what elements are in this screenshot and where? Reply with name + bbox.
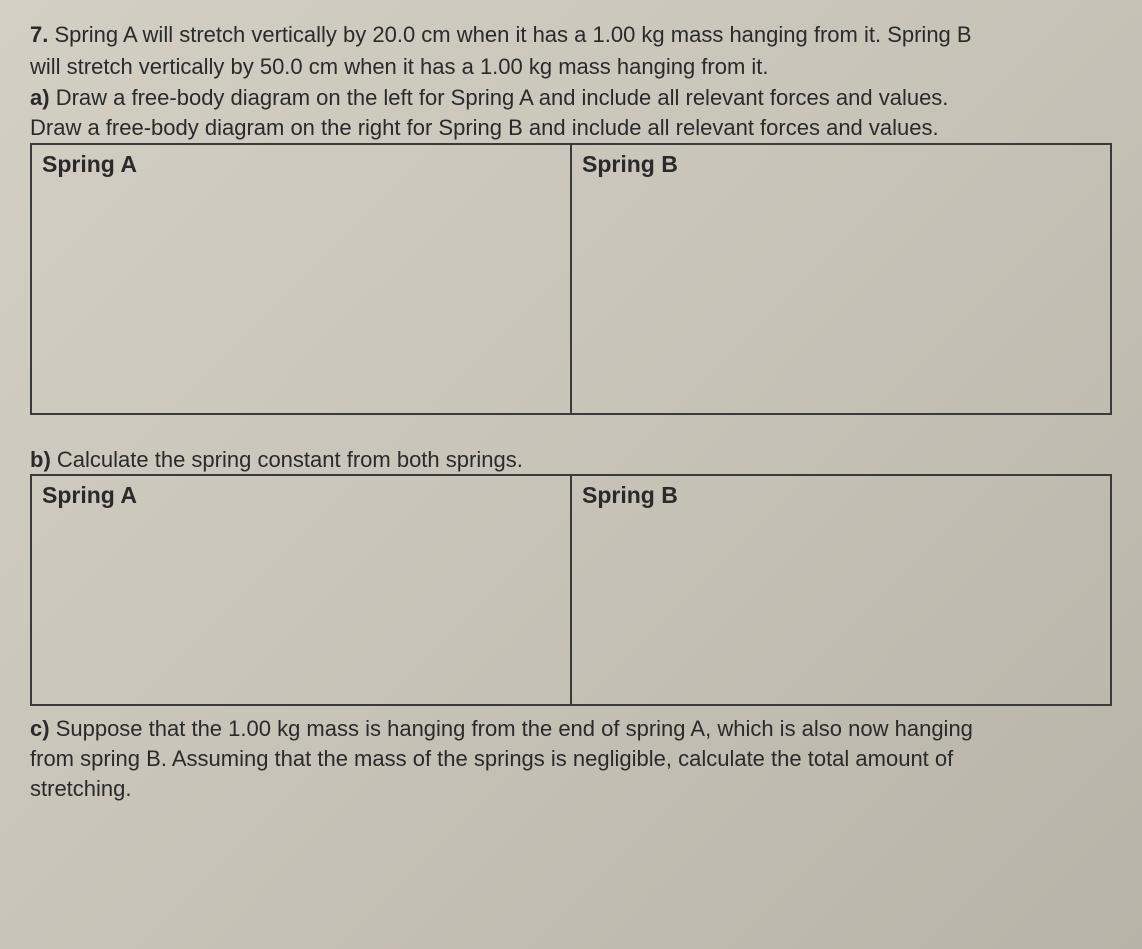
part-c-letter: c) xyxy=(30,716,50,741)
part-c-line2: from spring B. Assuming that the mass of… xyxy=(30,744,1112,774)
part-b-prompt: b) Calculate the spring constant from bo… xyxy=(30,445,1112,475)
part-a-line1: Draw a free-body diagram on the left for… xyxy=(56,85,949,110)
part-c-prompt: c) Suppose that the 1.00 kg mass is hang… xyxy=(30,714,1112,744)
part-b-section: b) Calculate the spring constant from bo… xyxy=(30,445,1112,707)
part-a-line2: Draw a free-body diagram on the right fo… xyxy=(30,113,1112,143)
part-a-answer-table: Spring A Spring B xyxy=(30,143,1112,415)
part-b-letter: b) xyxy=(30,447,51,472)
question-intro: 7. Spring A will stretch vertically by 2… xyxy=(30,20,1112,50)
spring-b-label: Spring B xyxy=(582,151,1100,178)
intro-text-line1: Spring A will stretch vertically by 20.0… xyxy=(54,22,971,47)
part-a-cell-spring-b: Spring B xyxy=(571,144,1111,414)
spring-a-label-b: Spring A xyxy=(42,482,560,509)
part-a-prompt: a) Draw a free-body diagram on the left … xyxy=(30,83,1112,113)
part-c-line3: stretching. xyxy=(30,774,1112,804)
question-number: 7. xyxy=(30,22,48,47)
part-c-line1: Suppose that the 1.00 kg mass is hanging… xyxy=(56,716,973,741)
worksheet-page: 7. Spring A will stretch vertically by 2… xyxy=(30,20,1112,804)
part-b-cell-spring-a: Spring A xyxy=(31,475,571,705)
spring-b-label-b: Spring B xyxy=(582,482,1100,509)
part-b-answer-table: Spring A Spring B xyxy=(30,474,1112,706)
spring-a-label: Spring A xyxy=(42,151,560,178)
part-b-text: Calculate the spring constant from both … xyxy=(57,447,523,472)
part-a-letter: a) xyxy=(30,85,50,110)
part-c-section: c) Suppose that the 1.00 kg mass is hang… xyxy=(30,714,1112,803)
intro-text-line2: will stretch vertically by 50.0 cm when … xyxy=(30,52,1112,82)
part-a-cell-spring-a: Spring A xyxy=(31,144,571,414)
part-b-cell-spring-b: Spring B xyxy=(571,475,1111,705)
